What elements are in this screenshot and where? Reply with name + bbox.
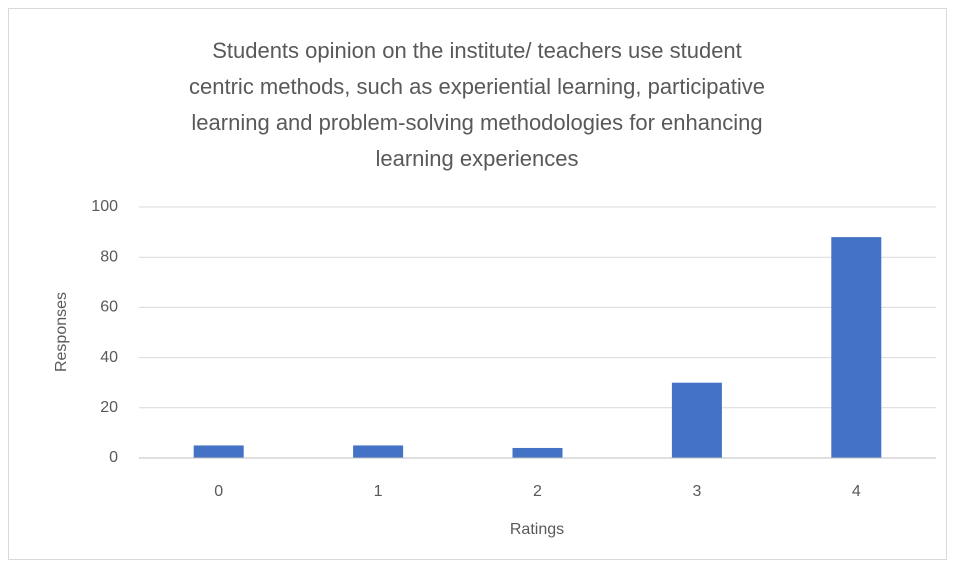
bar	[831, 237, 882, 458]
y-axis-label: Responses	[53, 292, 70, 372]
bar	[193, 445, 244, 458]
y-tick-label: 100	[91, 198, 118, 215]
x-tick-label: 2	[533, 483, 542, 500]
bar	[512, 447, 563, 458]
y-tick-label: 80	[100, 248, 118, 265]
x-tick-label: 1	[374, 483, 383, 500]
x-tick-label: 3	[692, 483, 701, 500]
y-tick-label: 20	[100, 399, 118, 416]
x-tick-label: 4	[852, 483, 861, 500]
chart-title: Students opinion on the institute/ teach…	[189, 38, 765, 171]
y-tick-label: 0	[109, 449, 118, 466]
bar	[353, 445, 404, 458]
x-axis-label: Ratings	[510, 521, 564, 538]
bar	[671, 382, 722, 458]
chart-border	[8, 8, 947, 560]
y-tick-label: 40	[100, 349, 118, 366]
y-tick-label: 60	[100, 299, 118, 316]
x-tick-label: 0	[214, 483, 223, 500]
